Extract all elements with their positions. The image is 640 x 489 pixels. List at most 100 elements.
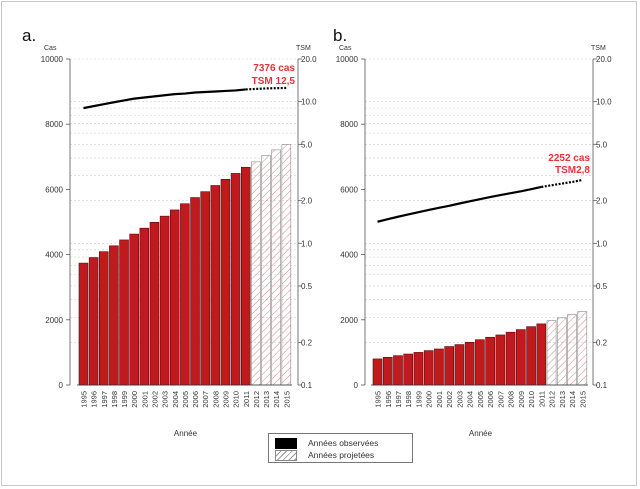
y-tick-label-right: 0.5	[301, 282, 313, 291]
y-axis-title-left: Cas	[339, 45, 352, 52]
bar-projected	[261, 155, 271, 386]
y-tick-label-right: 10.0	[301, 98, 317, 107]
bar-observed	[200, 191, 210, 386]
x-tick-label: 2007	[496, 391, 505, 408]
bar-observed	[230, 173, 241, 386]
x-tick-label: 2014	[272, 391, 281, 408]
x-tick-label: 1997	[100, 391, 109, 408]
y-tick-label-right: 2.0	[596, 197, 608, 206]
bar-observed	[169, 209, 180, 386]
bar-observed	[88, 257, 99, 386]
legend-label-observed: Années observées	[308, 438, 379, 448]
annotation-label: 2252 cas	[548, 153, 590, 164]
y-tick-label-left: 6000	[45, 185, 63, 194]
x-tick-label: 1998	[404, 391, 413, 408]
panel-b: 1995 1996 1997 1998 1999 2000 2001 2002 2003 2004…	[336, 45, 612, 438]
x-tick-label: 2006	[191, 391, 200, 408]
x-tick-label: 1997	[394, 391, 403, 408]
bar-observed	[119, 239, 129, 386]
panel-a: 1995 1996 1997 1998 1999 2000 2001 2002 2003 2004…	[41, 45, 317, 438]
bar-observed	[434, 348, 444, 386]
x-tick-label: 1996	[90, 391, 99, 408]
bar-observed	[464, 341, 475, 386]
panel-b-label: b.	[333, 26, 348, 45]
tsm-line-projected	[245, 86, 287, 91]
x-tick-label: 2006	[486, 391, 495, 408]
x-tick-label: 2004	[171, 391, 180, 408]
bar-projected	[567, 314, 577, 386]
bar-projected	[577, 311, 588, 386]
y-tick-label-left: 4000	[340, 251, 358, 260]
x-tick-label: 2001	[435, 391, 444, 408]
annotation-label: TSM2,8	[555, 165, 590, 176]
y-tick-label-left: 0	[354, 381, 359, 390]
bar-observed	[109, 245, 119, 386]
x-tick-label: 1995	[374, 391, 383, 408]
bar-projected	[556, 317, 567, 386]
legend-label-projected: Années projetées	[308, 450, 375, 460]
bar-observed	[454, 344, 465, 386]
bar-observed	[180, 203, 190, 386]
y-axis-title-right: TSM	[591, 45, 606, 52]
y-tick-label-right: 1.0	[596, 239, 608, 248]
bar-observed	[139, 227, 150, 386]
bar-observed	[423, 350, 434, 386]
x-tick-label: 2000	[425, 391, 434, 408]
y-tick-label-right: 0.1	[301, 381, 313, 390]
bar-observed	[536, 323, 547, 386]
bar-observed	[393, 355, 403, 386]
tsm-line-observed	[83, 88, 246, 110]
bar-observed	[413, 352, 424, 386]
x-tick-label: 1996	[384, 391, 393, 408]
y-axis-title-left: Cas	[44, 45, 57, 52]
x-tick-label: 2008	[507, 391, 516, 408]
bar-projected	[546, 320, 557, 386]
bar-observed	[516, 329, 526, 386]
bar-observed	[210, 185, 221, 386]
x-tick-label: 2009	[517, 391, 526, 408]
y-tick-label-left: 4000	[45, 251, 63, 260]
legend-item-projected: Années projetées	[275, 449, 374, 461]
y-tick-label-right: 2.0	[301, 197, 313, 206]
x-tick-label: 2010	[527, 391, 536, 408]
y-tick-label-left: 8000	[45, 120, 63, 129]
x-tick-label: 2002	[445, 391, 454, 408]
bar-observed	[129, 233, 139, 386]
bar-observed	[190, 197, 200, 386]
legend-swatch-projected	[275, 449, 297, 461]
x-tick-label: 2008	[211, 391, 220, 408]
legend-swatch-observed	[275, 437, 297, 449]
x-tick-label: 2015	[282, 391, 291, 408]
x-tick-label: 1995	[79, 391, 88, 408]
x-tick-label: 2004	[466, 391, 475, 408]
bar-observed	[149, 222, 160, 386]
bar-observed	[220, 178, 231, 386]
legend-item-observed: Années observées	[275, 437, 378, 449]
x-tick-label: 1999	[120, 391, 129, 408]
y-tick-label-right: 0.1	[596, 381, 608, 390]
y-tick-label-right: 5.0	[301, 140, 313, 149]
y-tick-label-left: 10000	[336, 55, 359, 64]
y-tick-label-left: 6000	[340, 185, 358, 194]
y-tick-label-right: 20.0	[596, 55, 612, 64]
x-tick-label: 2011	[537, 391, 546, 407]
x-tick-label: 2007	[201, 391, 210, 408]
bar-observed	[240, 166, 251, 386]
y-tick-label-left: 2000	[340, 316, 358, 325]
x-tick-label: 1998	[110, 391, 119, 408]
bar-observed	[475, 339, 485, 386]
x-tick-label: 2010	[232, 391, 241, 408]
x-tick-label: 2013	[558, 391, 567, 408]
bar-observed	[98, 251, 109, 386]
tsm-line-projected	[541, 178, 583, 189]
x-axis-title: Année	[174, 429, 198, 438]
x-tick-label: 2011	[242, 391, 251, 407]
x-tick-label: 2015	[578, 391, 587, 408]
y-tick-label-right: 0.5	[596, 282, 608, 291]
bar-observed	[78, 262, 89, 386]
x-tick-label: 2012	[252, 391, 261, 408]
bar-observed	[505, 331, 516, 386]
x-tick-label: 1999	[414, 391, 423, 408]
